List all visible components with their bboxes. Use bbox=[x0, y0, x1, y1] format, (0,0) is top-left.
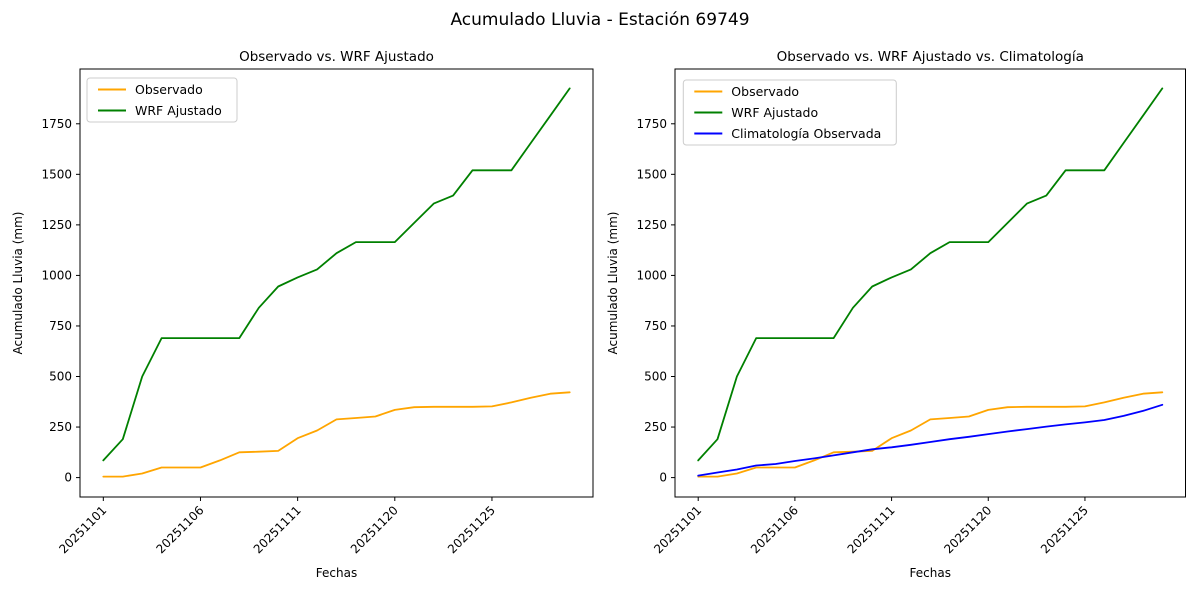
y-axis-tick-label: 1750 bbox=[41, 117, 72, 131]
x-axis-label: Fechas bbox=[910, 566, 951, 580]
y-axis-tick-label: 750 bbox=[644, 319, 667, 333]
y-axis-tick-label: 0 bbox=[659, 471, 667, 485]
x-axis-tick-label: 20251101 bbox=[56, 503, 109, 556]
legend-label: Climatología Observada bbox=[731, 126, 881, 141]
x-axis-tick-label: 20251106 bbox=[154, 503, 207, 556]
y-axis-tick-label: 750 bbox=[49, 319, 72, 333]
series-line-observado bbox=[697, 391, 1164, 478]
right-chart-canvas: Observado vs. WRF Ajustado vs. Climatolo… bbox=[606, 49, 1186, 580]
y-axis-tick-label: 250 bbox=[644, 420, 667, 434]
y-axis-tick-label: 1000 bbox=[41, 268, 72, 282]
series-line-climatolog-a-observada bbox=[697, 403, 1164, 477]
legend-label: WRF Ajustado bbox=[135, 103, 222, 118]
y-axis-tick-label: 1250 bbox=[636, 218, 667, 232]
y-axis-tick-label: 1500 bbox=[636, 167, 667, 181]
y-axis-tick-label: 1750 bbox=[636, 117, 667, 131]
subplot-title: Observado vs. WRF Ajustado bbox=[239, 49, 434, 65]
x-axis-tick-label: 20251120 bbox=[941, 503, 994, 556]
legend-label: Observado bbox=[135, 82, 203, 97]
y-axis-tick-label: 250 bbox=[49, 420, 72, 434]
legend-label: Observado bbox=[731, 84, 799, 99]
y-axis-tick-label: 1250 bbox=[41, 218, 72, 232]
subplot-title: Observado vs. WRF Ajustado vs. Climatolo… bbox=[777, 49, 1084, 65]
y-axis-label: Acumulado Lluvia (mm) bbox=[606, 212, 620, 355]
x-axis-tick-label: 20251111 bbox=[845, 503, 898, 556]
y-axis-tick-label: 1000 bbox=[636, 268, 667, 282]
y-axis-tick-label: 0 bbox=[64, 471, 72, 485]
x-axis-tick-label: 20251120 bbox=[348, 503, 401, 556]
legend-label: WRF Ajustado bbox=[731, 105, 818, 120]
axes-frame bbox=[674, 68, 1186, 498]
y-axis-tick-label: 500 bbox=[644, 370, 667, 384]
figure-suptitle: Acumulado Lluvia - Estación 69749 bbox=[450, 10, 750, 30]
x-axis-tick-label: 20251125 bbox=[445, 503, 498, 556]
axes-frame bbox=[79, 68, 594, 498]
series-line-wrf-ajustado bbox=[102, 87, 571, 462]
x-axis-tick-label: 20251111 bbox=[251, 503, 304, 556]
series-line-observado bbox=[102, 391, 571, 478]
y-axis-tick-label: 1500 bbox=[41, 167, 72, 181]
left-chart-canvas: Observado vs. WRF Ajustado 0 250 500 750 1000… bbox=[11, 49, 594, 580]
x-axis-tick-label: 20251101 bbox=[651, 503, 704, 556]
y-axis-tick-label: 500 bbox=[49, 370, 72, 384]
x-axis-label: Fechas bbox=[316, 566, 357, 580]
y-axis-label: Acumulado Lluvia (mm) bbox=[11, 212, 25, 355]
x-axis-tick-label: 20251125 bbox=[1038, 503, 1091, 556]
legend-box bbox=[682, 79, 897, 146]
series-line-wrf-ajustado bbox=[697, 87, 1164, 462]
x-axis-tick-label: 20251106 bbox=[748, 503, 801, 556]
